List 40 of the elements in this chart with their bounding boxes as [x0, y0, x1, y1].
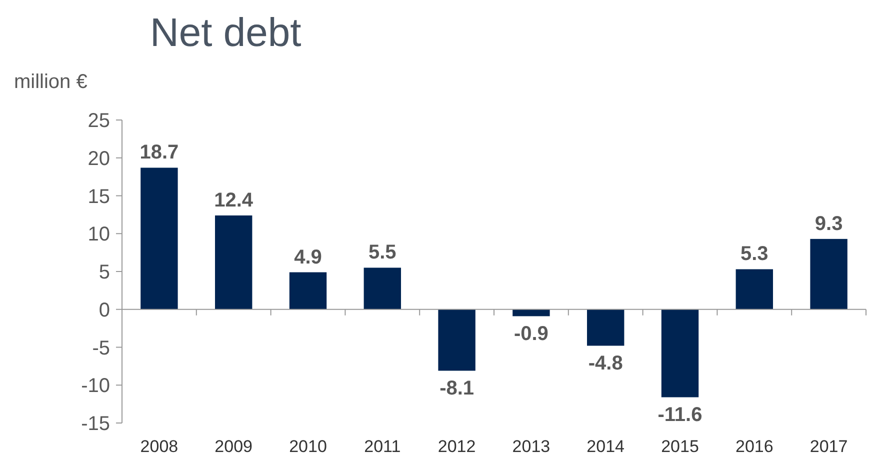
bar [587, 309, 624, 346]
bar [289, 272, 327, 310]
x-tick-label: 2014 [586, 437, 625, 456]
bar [736, 269, 773, 310]
x-tick-label: 2016 [735, 437, 774, 456]
bar [215, 215, 252, 310]
x-tick-label: 2013 [512, 437, 550, 456]
data-label: -0.9 [514, 323, 548, 346]
data-label: -8.1 [440, 378, 474, 400]
x-tick-label: 2015 [661, 437, 699, 456]
x-tick-label: 2010 [289, 437, 327, 456]
y-axis-title: million € [14, 71, 88, 93]
x-tick-label: 2012 [438, 437, 476, 456]
y-tick-label: 5 [98, 262, 110, 284]
bar [364, 268, 401, 310]
y-tick-label: 20 [88, 148, 110, 170]
data-label: -11.6 [658, 404, 702, 426]
y-tick-label: 15 [88, 186, 110, 208]
data-label: -4.8 [588, 352, 623, 375]
y-tick-label: 10 [88, 224, 110, 246]
data-label: 18.7 [140, 142, 179, 164]
data-label: 9.3 [814, 212, 843, 235]
y-tick-label: 0 [98, 299, 110, 322]
chart-title: Net debt [150, 11, 302, 55]
y-tick-label: -5 [92, 337, 110, 360]
y-tick-label: -10 [81, 375, 110, 398]
data-label: 5.3 [740, 243, 768, 266]
x-tick-label: 2011 [364, 437, 401, 456]
y-tick-label: -15 [81, 413, 110, 435]
x-tick-label: 2017 [810, 437, 848, 456]
x-tick-label: 2009 [214, 437, 253, 456]
y-tick-label: 25 [88, 110, 110, 132]
bar [140, 168, 178, 310]
bar [810, 238, 848, 310]
data-label: 4.9 [294, 246, 322, 268]
bar [438, 309, 476, 371]
data-label: 5.5 [368, 242, 396, 264]
bar [661, 309, 699, 398]
data-label: 12.4 [214, 189, 254, 212]
x-tick-label: 2008 [140, 437, 178, 456]
